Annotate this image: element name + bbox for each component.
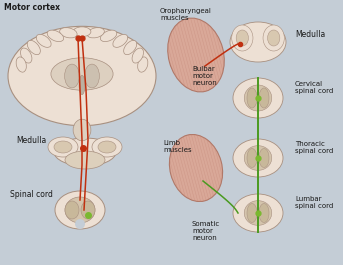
Ellipse shape: [51, 58, 113, 90]
Ellipse shape: [81, 201, 95, 219]
Ellipse shape: [65, 201, 79, 219]
Text: Spinal cord: Spinal cord: [10, 190, 53, 199]
Ellipse shape: [247, 88, 257, 108]
Ellipse shape: [100, 30, 117, 42]
Ellipse shape: [259, 204, 269, 223]
Ellipse shape: [259, 148, 269, 167]
Ellipse shape: [60, 28, 77, 38]
Text: Medulla: Medulla: [16, 136, 46, 145]
Ellipse shape: [54, 141, 72, 153]
Ellipse shape: [75, 219, 85, 229]
Ellipse shape: [64, 64, 79, 88]
Ellipse shape: [47, 30, 63, 42]
Ellipse shape: [85, 64, 99, 88]
Ellipse shape: [27, 40, 40, 55]
Ellipse shape: [98, 141, 116, 153]
Ellipse shape: [21, 48, 32, 63]
Ellipse shape: [54, 138, 116, 166]
Text: Thoracic
spinal cord: Thoracic spinal cord: [295, 141, 333, 154]
Ellipse shape: [168, 18, 224, 92]
Ellipse shape: [230, 22, 286, 62]
Ellipse shape: [236, 30, 248, 46]
Ellipse shape: [48, 137, 78, 157]
Text: Bulbar
motor
neuron: Bulbar motor neuron: [192, 66, 217, 86]
Ellipse shape: [55, 191, 105, 229]
Ellipse shape: [233, 194, 283, 232]
Ellipse shape: [8, 26, 156, 126]
Ellipse shape: [247, 148, 257, 167]
Ellipse shape: [259, 88, 269, 108]
Ellipse shape: [36, 34, 51, 47]
Ellipse shape: [73, 27, 91, 37]
Ellipse shape: [65, 197, 95, 223]
Text: Oropharyngeal
muscles: Oropharyngeal muscles: [160, 8, 212, 21]
Text: Motor cortex: Motor cortex: [4, 3, 60, 12]
Ellipse shape: [244, 201, 272, 225]
Ellipse shape: [232, 25, 253, 51]
Ellipse shape: [263, 25, 284, 51]
Ellipse shape: [79, 75, 85, 95]
Ellipse shape: [87, 28, 104, 38]
Text: Lumbar
spinal cord: Lumbar spinal cord: [295, 196, 333, 209]
Ellipse shape: [132, 48, 143, 63]
Ellipse shape: [247, 204, 257, 223]
Text: Cervical
spinal cord: Cervical spinal cord: [295, 81, 333, 94]
Ellipse shape: [65, 151, 105, 169]
Text: Medulla: Medulla: [295, 30, 325, 39]
Ellipse shape: [268, 30, 280, 46]
Ellipse shape: [16, 57, 26, 72]
Ellipse shape: [233, 139, 283, 177]
Text: Somatic
motor
neuron: Somatic motor neuron: [192, 221, 220, 241]
Ellipse shape: [73, 119, 91, 141]
Text: Limb
muscles: Limb muscles: [163, 140, 192, 153]
Ellipse shape: [233, 78, 283, 118]
Ellipse shape: [138, 57, 148, 72]
Ellipse shape: [169, 134, 223, 201]
Ellipse shape: [244, 85, 272, 111]
Ellipse shape: [123, 40, 137, 55]
Ellipse shape: [92, 137, 122, 157]
Ellipse shape: [113, 34, 128, 47]
Ellipse shape: [244, 146, 272, 170]
